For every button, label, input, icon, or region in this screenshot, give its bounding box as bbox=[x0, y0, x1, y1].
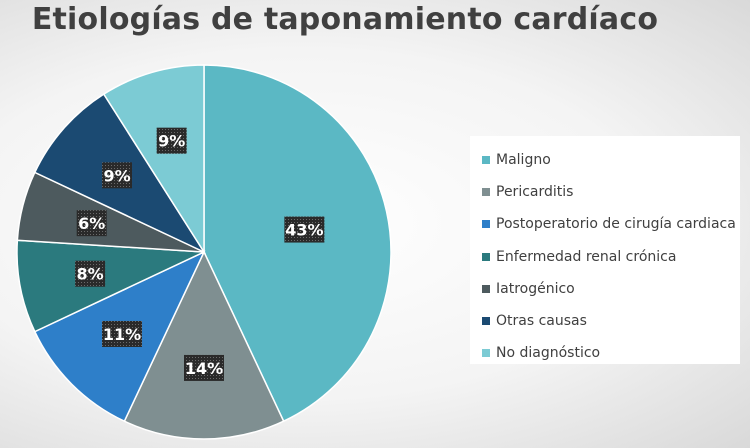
legend-swatch bbox=[482, 317, 490, 326]
legend: Maligno Pericarditis Postoperatorio de cir… bbox=[470, 136, 740, 364]
legend-swatch bbox=[482, 349, 490, 358]
legend-label: Otras causas bbox=[496, 313, 587, 330]
legend-swatch bbox=[482, 284, 490, 293]
legend-item: Enfermedad renal crónica bbox=[482, 241, 740, 273]
data-label-box bbox=[102, 162, 133, 189]
data-label-box bbox=[76, 210, 107, 237]
legend-label: Postoperatorio de cirugía cardiaca bbox=[496, 216, 736, 233]
legend-item: No diagnóstico bbox=[482, 337, 740, 369]
chart-title: Etiologías de taponamiento cardíaco bbox=[31, 2, 659, 37]
data-label: 9% bbox=[158, 132, 185, 151]
pie-slice bbox=[123, 250, 285, 440]
data-label: 14% bbox=[185, 359, 223, 378]
legend-label: No diagnóstico bbox=[496, 345, 601, 362]
legend-item: Postoperatorio de cirugía cardiaca bbox=[482, 208, 740, 240]
legend-swatch bbox=[482, 156, 490, 165]
data-label: 8% bbox=[77, 265, 104, 284]
pie-slice bbox=[203, 64, 392, 423]
legend-swatch bbox=[482, 188, 490, 197]
legend-item: Iatrogénico bbox=[482, 273, 740, 305]
legend-label: Iatrogénico bbox=[496, 280, 575, 297]
legend-item: Otras causas bbox=[482, 305, 740, 337]
legend-label: Enfermedad renal crónica bbox=[496, 248, 677, 265]
data-label: 43% bbox=[285, 221, 323, 240]
pie-slice bbox=[16, 239, 205, 333]
data-label: 6% bbox=[78, 214, 105, 233]
data-label-box bbox=[156, 127, 187, 154]
data-label-box bbox=[284, 216, 325, 243]
legend-label: Maligno bbox=[496, 152, 551, 169]
pie-slice bbox=[102, 64, 205, 255]
legend-swatch bbox=[482, 220, 490, 229]
legend-swatch bbox=[482, 252, 490, 261]
data-label-box bbox=[184, 354, 224, 381]
data-label: 11% bbox=[103, 325, 141, 344]
data-label: 9% bbox=[103, 166, 130, 185]
legend-label: Pericarditis bbox=[496, 184, 574, 201]
legend-item: Maligno bbox=[482, 144, 740, 176]
data-label-box bbox=[75, 260, 106, 287]
legend-item: Pericarditis bbox=[482, 176, 740, 208]
data-label-box bbox=[102, 320, 143, 347]
